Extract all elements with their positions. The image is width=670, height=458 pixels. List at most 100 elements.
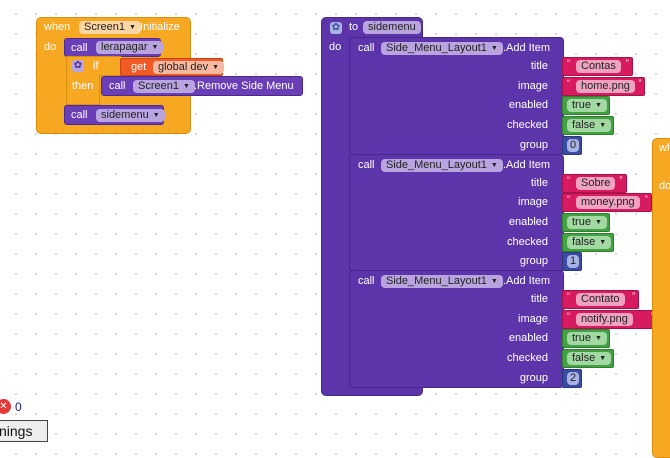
group-value: 2 [570, 371, 577, 384]
add-item-block[interactable]: call Side_Menu_Layout1 ▼ .Add Item title im… [349, 37, 564, 155]
call-sidemenu-block[interactable]: call sidemenu ▼ [64, 105, 165, 125]
error-icon: ✕ [0, 399, 11, 414]
checked-label: checked [507, 235, 548, 248]
to-label: to [349, 21, 359, 33]
title-value-field[interactable]: Sobre [576, 176, 616, 190]
image-value-field[interactable]: notify.png [576, 312, 633, 326]
group-value-field[interactable]: 0 [567, 138, 580, 152]
enabled-value-block[interactable]: true ▼ [562, 329, 610, 349]
method-label: .Remove Side Menu [194, 80, 294, 92]
quote-close: ” [625, 58, 629, 68]
checked-value-field[interactable]: false ▼ [567, 119, 612, 133]
image-value-block[interactable]: “ money.png ” [562, 193, 652, 213]
gear-icon[interactable]: ✿ [330, 22, 342, 34]
do-label: do [659, 180, 670, 192]
component-name: Screen1 [138, 80, 179, 92]
quote-open: “ [567, 77, 570, 88]
error-count: 0 [15, 400, 22, 414]
component-dropdown[interactable]: Screen1 ▼ [133, 80, 195, 93]
procedure-dropdown[interactable]: sidemenu ▼ [96, 109, 165, 122]
when-label: wh [659, 142, 670, 154]
component-name: Side_Menu_Layout1 [386, 42, 487, 54]
component-dropdown[interactable]: Side_Menu_Layout1 ▼ [381, 42, 503, 55]
component-dropdown[interactable]: Screen1 ▼ [79, 21, 141, 34]
warnings-button-label: nings [0, 423, 33, 439]
quote-close: ” [619, 174, 623, 185]
chevron-down-icon: ▼ [599, 238, 607, 246]
checked-value-field[interactable]: false ▼ [567, 235, 612, 249]
checked-value-block[interactable]: false ▼ [562, 232, 614, 252]
chevron-down-icon: ▼ [152, 112, 160, 119]
call-label: call [71, 42, 88, 54]
checked-value-field[interactable]: false ▼ [567, 352, 612, 366]
get-global-dev-block[interactable]: get global dev ▼ [120, 58, 225, 76]
group-value-block[interactable]: 1 [562, 252, 582, 272]
group-value-block[interactable]: 2 [562, 368, 582, 388]
title-value-block[interactable]: “ Contato ” [562, 290, 640, 309]
enabled-value: true [572, 332, 591, 345]
component-dropdown[interactable]: Side_Menu_Layout1 ▼ [381, 275, 503, 288]
checked-value-block[interactable]: false ▼ [562, 116, 614, 136]
image-value-field[interactable]: money.png [576, 196, 640, 210]
image-value-field[interactable]: home.png [576, 79, 635, 93]
title-value: Sobre [581, 176, 611, 189]
call-label: call [358, 275, 375, 287]
image-label: image [518, 312, 548, 325]
warnings-button[interactable]: nings [0, 420, 48, 442]
image-value-block[interactable]: “ home.png ” [562, 76, 646, 96]
partial-event-block[interactable]: wh do [652, 138, 670, 458]
if-block[interactable]: ✿ if then [66, 56, 100, 105]
group-value: 1 [570, 255, 577, 268]
checked-value-block[interactable]: false ▼ [562, 349, 614, 369]
procedure-dropdown[interactable]: lerapagar ▼ [96, 41, 164, 54]
remove-side-menu-block[interactable]: call Screen1 ▼ .Remove Side Menu [101, 76, 303, 96]
chevron-down-icon: ▼ [212, 64, 220, 71]
quote-close: ” [644, 194, 648, 205]
if-block-header [99, 56, 121, 76]
component-name: Screen1 [84, 21, 125, 33]
method-label: .Add Item [503, 275, 551, 287]
chevron-down-icon: ▼ [490, 161, 498, 169]
variable-name: global dev [158, 61, 209, 73]
enabled-value-block[interactable]: true ▼ [562, 96, 610, 116]
title-value: Contato [581, 293, 620, 305]
quote-open: “ [567, 310, 570, 321]
group-label: group [519, 371, 548, 384]
enabled-label: enabled [508, 332, 548, 345]
enabled-value-field[interactable]: true ▼ [567, 332, 607, 346]
procedure-name: sidemenu [368, 21, 416, 33]
component-dropdown[interactable]: Side_Menu_Layout1 ▼ [381, 158, 503, 172]
chevron-down-icon: ▼ [594, 335, 602, 343]
title-value-field[interactable]: Contas [576, 60, 621, 73]
group-value-field[interactable]: 2 [567, 371, 580, 385]
quote-close: ” [632, 291, 636, 301]
enabled-value-field[interactable]: true ▼ [567, 215, 607, 229]
image-label: image [518, 79, 548, 92]
call-label: call [71, 109, 88, 121]
title-value-block[interactable]: “ Sobre ” [562, 173, 627, 193]
group-value: 0 [570, 138, 577, 151]
variable-dropdown[interactable]: global dev ▼ [153, 61, 225, 74]
title-label: title [530, 293, 548, 305]
enabled-value-block[interactable]: true ▼ [562, 212, 610, 232]
quote-close: ” [638, 77, 642, 88]
add-item-block[interactable]: call Side_Menu_Layout1 ▼ .Add Item title im… [349, 270, 564, 388]
checked-label: checked [507, 119, 548, 132]
call-lerapagar-block[interactable]: call lerapagar ▼ [64, 38, 164, 57]
if-label: if [93, 60, 99, 72]
image-value-block[interactable]: “notify.png” [562, 309, 658, 329]
chevron-down-icon: ▼ [490, 45, 498, 52]
component-name: Side_Menu_Layout1 [386, 275, 487, 287]
title-label: title [530, 60, 548, 72]
title-value-block[interactable]: “ Contas ” [562, 57, 633, 76]
enabled-value-field[interactable]: true ▼ [567, 99, 607, 113]
chevron-down-icon: ▼ [594, 218, 602, 226]
add-item-block[interactable]: call Side_Menu_Layout1 ▼ .Add Item title im… [349, 153, 564, 272]
gear-icon[interactable]: ✿ [72, 60, 84, 72]
group-value-block[interactable]: 0 [562, 135, 582, 155]
title-value-field[interactable]: Contato [576, 293, 625, 306]
call-label: call [109, 80, 126, 92]
group-value-field[interactable]: 1 [567, 255, 580, 269]
procedure-name-field[interactable]: sidemenu [363, 21, 421, 34]
enabled-value: true [572, 215, 591, 228]
